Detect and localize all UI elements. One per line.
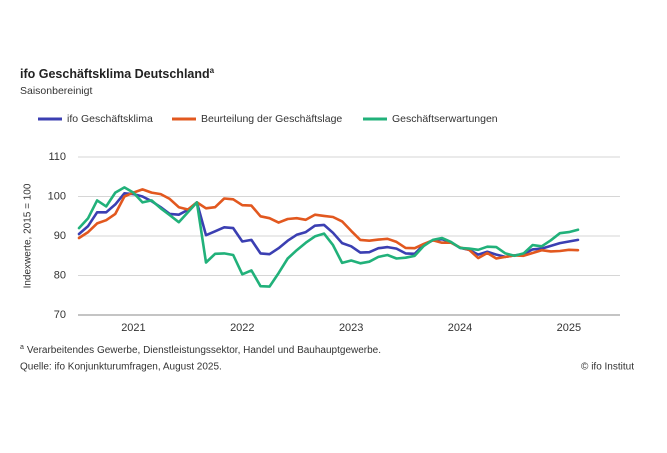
chart-title: ifo Geschäftsklima Deutschlanda bbox=[20, 66, 215, 81]
subtitle: Saisonbereinigt bbox=[20, 85, 92, 97]
y-tick-label: 90 bbox=[54, 230, 66, 242]
legend-label: ifo Geschäftsklima bbox=[67, 113, 153, 125]
y-tick-label: 110 bbox=[48, 151, 66, 163]
footnote-marker: a bbox=[20, 344, 24, 351]
credit: © ifo Institut bbox=[581, 362, 634, 373]
y-axis-label: Indexwerte, 2015 = 100 bbox=[23, 183, 34, 288]
title-text: ifo Geschäftsklima Deutschland bbox=[20, 67, 210, 81]
x-tick-label: 2024 bbox=[448, 322, 472, 334]
legend-label: Beurteilung der Geschäftslage bbox=[201, 113, 342, 125]
y-tick-label: 70 bbox=[54, 309, 66, 321]
y-tick-label: 100 bbox=[48, 190, 66, 202]
source: Quelle: ifo Konjunkturumfragen, August 2… bbox=[20, 362, 222, 373]
x-tick-label: 2022 bbox=[230, 322, 254, 334]
x-tick-label: 2025 bbox=[557, 322, 581, 334]
x-tick-label: 2023 bbox=[339, 322, 363, 334]
x-tick-label: 2021 bbox=[121, 322, 145, 334]
legend-label: Geschäftserwartungen bbox=[392, 113, 498, 125]
title-note: a bbox=[210, 66, 215, 75]
footnote-text: Verarbeitendes Gewerbe, Dienstleistungss… bbox=[27, 345, 381, 356]
series-line bbox=[77, 186, 580, 288]
series-line bbox=[77, 188, 580, 260]
footnote: a Verarbeitendes Gewerbe, Dienstleistungs… bbox=[20, 344, 381, 356]
y-tick-label: 80 bbox=[54, 269, 66, 281]
